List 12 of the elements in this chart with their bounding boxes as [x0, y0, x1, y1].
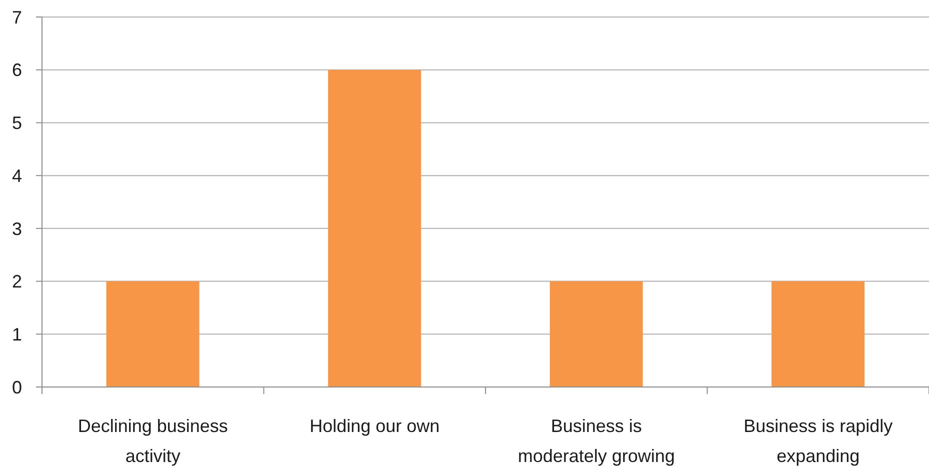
x-tick-label: Business is rapidly expanding [744, 416, 893, 466]
y-tick-label: 3 [12, 218, 22, 239]
x-tick-label: Declining business activity [78, 416, 228, 466]
y-tick-label: 7 [12, 7, 22, 28]
y-tick-label: 5 [12, 113, 22, 134]
y-tick-label: 2 [12, 272, 22, 292]
x-tick-label: Business is moderately growing [518, 416, 675, 466]
y-tick-label: 1 [12, 324, 22, 345]
x-tick-label: Holding our own [310, 416, 440, 436]
y-tick-label: 4 [12, 166, 22, 186]
y-tick-label: 0 [12, 377, 22, 398]
y-tick-label: 6 [12, 60, 22, 80]
